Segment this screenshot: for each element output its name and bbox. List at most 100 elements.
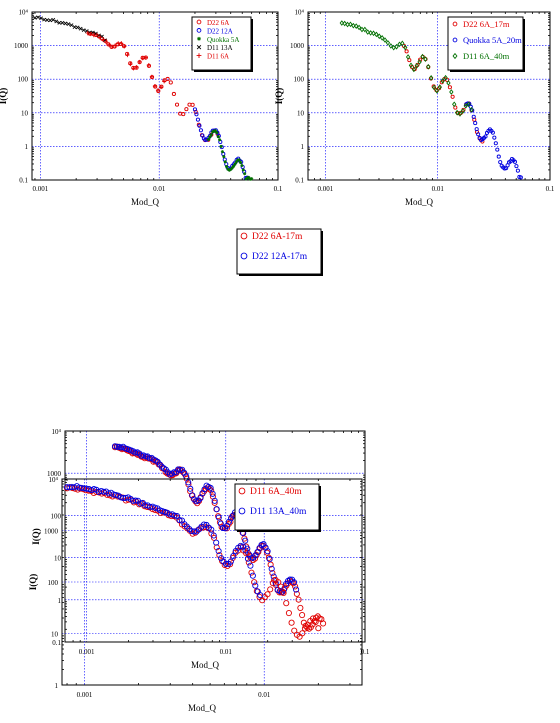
data-point	[408, 62, 414, 69]
data-point	[210, 532, 217, 539]
data-point	[514, 164, 519, 169]
data-point	[264, 548, 271, 555]
data-point	[132, 449, 139, 456]
data-point	[149, 74, 154, 79]
x-tick-label: 0.1	[546, 185, 555, 193]
data-point	[490, 130, 495, 135]
legend-marker	[196, 19, 202, 25]
chart-2: 0.001 0.01 0.1 0.1 1 10 100 1000 10⁴ Mod_Q I(Q) D22…	[274, 9, 555, 208]
data-point	[51, 17, 56, 22]
data-point	[431, 84, 437, 91]
data-point	[197, 123, 202, 128]
data-point	[515, 168, 520, 173]
data-point	[453, 105, 458, 110]
data-point	[267, 561, 274, 568]
data-point	[215, 131, 219, 135]
data-point	[100, 37, 106, 42]
data-point	[270, 573, 277, 580]
data-point	[211, 130, 215, 134]
data-point	[222, 560, 230, 568]
series-quokka-5a-20m	[464, 101, 523, 180]
data-point	[495, 147, 500, 152]
data-point	[345, 21, 350, 28]
data-point	[57, 20, 62, 25]
data-point	[469, 106, 474, 113]
data-point	[466, 101, 471, 108]
plot-frame	[61, 478, 363, 686]
data-point	[132, 497, 139, 504]
data-point	[155, 87, 161, 93]
data-point	[237, 158, 241, 162]
data-point	[290, 580, 297, 587]
x-tick-label: 0.001	[77, 691, 93, 699]
data-point	[385, 39, 391, 46]
data-point	[407, 58, 412, 63]
data-point	[301, 625, 308, 632]
data-point	[69, 23, 74, 28]
data-point	[128, 61, 133, 67]
legend-box	[234, 483, 320, 531]
data-point	[252, 582, 259, 589]
y-tick-label: 10	[297, 109, 305, 117]
x-axis-label: Mod_Q	[191, 660, 220, 670]
data-point	[213, 539, 220, 546]
data-point	[215, 514, 222, 521]
data-point	[177, 466, 184, 473]
x-tick-label: 0.01	[153, 185, 166, 193]
legend-entry: Quokka 5A	[207, 36, 239, 44]
data-point	[176, 516, 183, 524]
data-point	[293, 586, 300, 593]
data-point	[165, 76, 170, 82]
data-point	[227, 558, 234, 565]
legend-marker	[197, 36, 201, 41]
data-point	[277, 583, 284, 590]
x-tick-label: 0.001	[33, 185, 49, 193]
data-point	[471, 114, 476, 119]
data-point	[265, 554, 272, 561]
data-point	[63, 21, 68, 26]
data-point	[136, 501, 143, 508]
data-point	[426, 63, 431, 70]
data-point	[224, 164, 229, 169]
data-point	[476, 132, 481, 137]
y-tick-label: 0.1	[295, 177, 304, 185]
legend: D22 6A-17m D22 12A-17m	[236, 228, 323, 276]
y-tick-label: 10⁴	[52, 428, 62, 436]
data-point	[138, 452, 145, 459]
plot-frame	[64, 430, 366, 643]
x-tick-label: 0.01	[258, 691, 271, 699]
data-point	[351, 22, 356, 29]
data-point	[423, 56, 428, 62]
y-axis-label: I(Q)	[274, 88, 284, 105]
y-tick-label: 1	[301, 143, 305, 151]
data-point	[457, 111, 463, 117]
data-point	[247, 562, 254, 569]
data-point	[184, 107, 189, 112]
data-point	[243, 172, 247, 176]
data-point	[143, 55, 148, 60]
x-tick-label: 0.001	[79, 648, 95, 656]
data-point	[39, 16, 43, 21]
data-point	[297, 604, 304, 611]
data-point	[122, 44, 127, 49]
data-point	[414, 63, 419, 69]
data-point	[211, 497, 218, 504]
data-point	[192, 107, 198, 112]
data-point	[437, 84, 442, 90]
legend-entry: D22 6A_17m	[463, 19, 510, 29]
data-point	[230, 552, 237, 560]
y-axis-label: I(Q)	[0, 88, 8, 105]
data-point	[152, 84, 158, 89]
data-point	[440, 78, 445, 84]
data-point	[200, 133, 205, 138]
data-point	[248, 177, 252, 181]
data-point	[146, 455, 153, 462]
data-point	[312, 618, 319, 626]
data-point	[187, 485, 194, 492]
data-point	[244, 177, 248, 181]
data-point	[454, 109, 460, 116]
data-point	[295, 596, 302, 603]
series-d11-13a-40m	[63, 483, 264, 599]
data-point	[223, 160, 227, 164]
data-point	[411, 66, 417, 73]
